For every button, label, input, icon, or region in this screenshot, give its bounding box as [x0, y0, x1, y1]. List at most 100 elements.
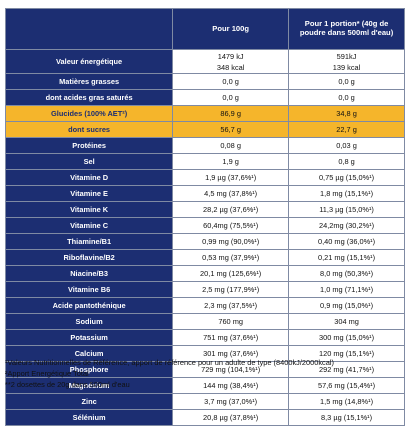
table-row: Phosphore 729 mg (104,1%¹) 292 mg (41,7%¹)	[4, 361, 405, 378]
value-per-portion: 22,7 g	[288, 121, 405, 138]
table-row: Magnésium 144 mg (38,4%¹) 57,6 mg (15,4%¹)	[4, 377, 405, 394]
value-line: 86,9 g	[220, 108, 241, 118]
value-per-100g: 301 mg (37,6%¹)	[172, 345, 290, 362]
table-row: Potassium 751 mg (37,6%¹) 300 mg (15,0%¹)	[4, 329, 405, 346]
value-per-portion: 1,5 mg (14,8%¹)	[288, 393, 405, 410]
nutrient-label: dont sucres	[4, 121, 174, 138]
nutrient-label: Vitamine B6	[4, 281, 174, 298]
value-per-100g: 751 mg (37,6%¹)	[172, 329, 290, 346]
value-per-100g: 0,0 g	[172, 89, 290, 106]
value-line: 0,21 mg (15,1%¹)	[317, 252, 376, 262]
value-per-100g: 144 mg (38,4%¹)	[172, 377, 290, 394]
nutrient-label: Potassium	[4, 329, 174, 346]
table-row: Calcium 301 mg (37,6%¹) 120 mg (15,1%¹)	[4, 345, 405, 362]
nutrition-panel: Pour 100g Pour 1 portion* (40g de poudre…	[4, 8, 405, 426]
table-row: Zinc 3,7 mg (37,0%¹) 1,5 mg (14,8%¹)	[4, 393, 405, 410]
nutrient-label: Phosphore	[4, 361, 174, 378]
value-per-100g: 2,5 mg (177,9%¹)	[172, 281, 290, 298]
value-per-portion: 1,8 mg (15,1%¹)	[288, 185, 405, 202]
value-line: 22,7 g	[336, 124, 357, 134]
nutrient-label: Protéines	[4, 137, 174, 154]
value-line: 8,3 µg (15,1%¹)	[321, 412, 373, 422]
value-line: 591kJ	[336, 51, 357, 61]
value-line: 2,3 mg (37,5%¹)	[204, 300, 258, 310]
table-row: Sel 1,9 g 0,8 g	[4, 153, 405, 170]
value-line: 301 mg (37,6%¹)	[203, 348, 259, 358]
table-row: Sodium 760 mg 304 mg	[4, 313, 405, 330]
value-per-100g: 20,8 µg (37,8%¹)	[172, 409, 290, 426]
table-row: Vitamine D 1,9 µg (37,6%¹) 0,75 µg (15,0%¹…	[4, 169, 405, 186]
value-per-100g: 56,7 g	[172, 121, 290, 138]
table-row: Vitamine K 28,2 µg (37,6%¹) 11,3 µg (15,0%…	[4, 201, 405, 218]
table-row: Acide pantothénique 2,3 mg (37,5%¹) 0,9 mg…	[4, 297, 405, 314]
nutrient-label: Riboflavine/B2	[4, 249, 174, 266]
value-per-100g: 86,9 g	[172, 105, 290, 122]
nutrient-label: Sélénium	[4, 409, 174, 426]
value-line: 4,5 mg (37,8%¹)	[204, 188, 258, 198]
value-line: 56,7 g	[220, 124, 241, 134]
value-per-100g: 0,08 g	[172, 137, 290, 154]
value-per-portion: 0,03 g	[288, 137, 405, 154]
footnote-reference-values: ¹Valeurs Nutritionnelles de Référence, a…	[5, 358, 334, 367]
value-line: 8,0 mg (50,3%¹)	[320, 268, 374, 278]
value-line: 0,99 mg (90,0%¹)	[202, 236, 260, 246]
value-line: 304 mg	[334, 316, 359, 326]
nutrient-label: Zinc	[4, 393, 174, 410]
value-per-portion: 120 mg (15,1%¹)	[288, 345, 405, 362]
value-per-portion: 0,0 g	[288, 89, 405, 106]
nutrient-label: Niacine/B3	[4, 265, 174, 282]
table-row: Vitamine E 4,5 mg (37,8%¹) 1,8 mg (15,1%¹)	[4, 185, 405, 202]
nutrient-label: Sel	[4, 153, 174, 170]
value-line: 28,2 µg (37,6%¹)	[203, 204, 259, 214]
value-per-100g: 1,9 g	[172, 153, 290, 170]
header-per-portion: Pour 1 portion* (40g de poudre dans 500m…	[288, 8, 405, 50]
table-row: dont acides gras saturés 0,0 g 0,0 g	[4, 89, 405, 106]
value-line: 120 mg (15,1%¹)	[319, 348, 375, 358]
value-per-portion: 57,6 mg (15,4%¹)	[288, 377, 405, 394]
table-row: Riboflavine/B2 0,53 mg (37,9%¹) 0,21 mg (1…	[4, 249, 405, 266]
value-per-portion: 0,75 µg (15,0%¹)	[288, 169, 405, 186]
value-line: 1,9 g	[222, 156, 239, 166]
value-line: 348 kcal	[216, 62, 245, 72]
value-per-100g: 1,9 µg (37,6%¹)	[172, 169, 290, 186]
value-per-100g: 0,53 mg (37,9%¹)	[172, 249, 290, 266]
value-per-portion: 0,9 mg (15,0%¹)	[288, 297, 405, 314]
value-line: 1,9 µg (37,6%¹)	[205, 172, 257, 182]
value-per-portion: 0,21 mg (15,1%¹)	[288, 249, 405, 266]
value-line: 24,2mg (30,2%¹)	[319, 220, 375, 230]
nutrient-label: Valeur énergétique	[4, 49, 174, 74]
value-per-100g: 2,3 mg (37,5%¹)	[172, 297, 290, 314]
table-row: Vitamine B6 2,5 mg (177,9%¹) 1,0 mg (71,1%…	[4, 281, 405, 298]
nutrient-label: Thiamine/B1	[4, 233, 174, 250]
value-line: 0,03 g	[336, 140, 357, 150]
value-line: 0,08 g	[220, 140, 241, 150]
table-row: Vitamine C 60,4mg (75,5%¹) 24,2mg (30,2%¹)	[4, 217, 405, 234]
value-line: 292 mg (41,7%¹)	[319, 364, 375, 374]
table-row: Glucides (100% AET²) 86,9 g 34,8 g	[4, 105, 405, 122]
value-per-100g: 60,4mg (75,5%¹)	[172, 217, 290, 234]
value-line: 57,6 mg (15,4%¹)	[317, 380, 376, 390]
value-per-100g: 20,1 mg (125,6%¹)	[172, 265, 290, 282]
value-per-portion: 0,0 g	[288, 73, 405, 90]
value-line: 0,0 g	[338, 92, 355, 102]
value-line: 300 mg (15,0%¹)	[319, 332, 375, 342]
value-line: 0,8 g	[338, 156, 355, 166]
value-per-portion: 591kJ 139 kcal	[288, 49, 405, 74]
value-line: 139 kcal	[332, 62, 361, 72]
footnotes: ¹Valeurs Nutritionnelles de Référence, a…	[5, 357, 405, 390]
table-row: Thiamine/B1 0,99 mg (90,0%¹) 0,40 mg (36,0…	[4, 233, 405, 250]
nutrient-label: dont acides gras saturés	[4, 89, 174, 106]
table-header-row: Pour 100g Pour 1 portion* (40g de poudre…	[4, 8, 405, 50]
value-per-100g: 4,5 mg (37,8%¹)	[172, 185, 290, 202]
value-line: 1,8 mg (15,1%¹)	[320, 188, 374, 198]
value-per-100g: 0,99 mg (90,0%¹)	[172, 233, 290, 250]
value-per-100g: 28,2 µg (37,6%¹)	[172, 201, 290, 218]
value-per-100g: 1479 kJ 348 kcal	[172, 49, 290, 74]
value-per-portion: 1,0 mg (71,1%¹)	[288, 281, 405, 298]
nutrient-label: Vitamine C	[4, 217, 174, 234]
value-line: 144 mg (38,4%¹)	[203, 380, 259, 390]
value-line: 34,8 g	[336, 108, 357, 118]
value-line: 1,5 mg (14,8%¹)	[320, 396, 374, 406]
nutrient-label: Vitamine K	[4, 201, 174, 218]
value-line: 3,7 mg (37,0%¹)	[204, 396, 258, 406]
